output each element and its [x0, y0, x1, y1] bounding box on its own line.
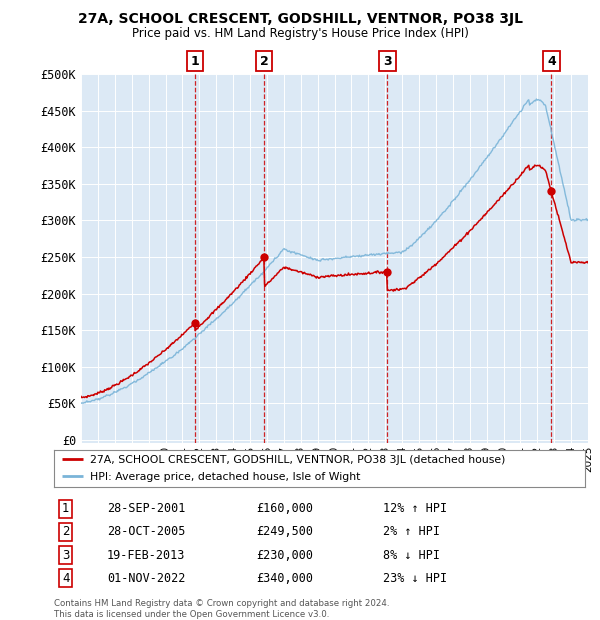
Text: 4: 4 [547, 55, 556, 68]
Text: £160,000: £160,000 [256, 502, 313, 515]
Text: 2% ↑ HPI: 2% ↑ HPI [383, 526, 440, 538]
Text: 1: 1 [191, 55, 199, 68]
Text: 27A, SCHOOL CRESCENT, GODSHILL, VENTNOR, PO38 3JL: 27A, SCHOOL CRESCENT, GODSHILL, VENTNOR,… [77, 12, 523, 27]
Text: 3: 3 [383, 55, 392, 68]
Text: 19-FEB-2013: 19-FEB-2013 [107, 549, 185, 562]
Text: 28-OCT-2005: 28-OCT-2005 [107, 526, 185, 538]
Text: 01-NOV-2022: 01-NOV-2022 [107, 572, 185, 585]
Text: £340,000: £340,000 [256, 572, 313, 585]
Text: 2: 2 [62, 526, 70, 538]
Text: 1: 1 [62, 502, 70, 515]
Text: 27A, SCHOOL CRESCENT, GODSHILL, VENTNOR, PO38 3JL (detached house): 27A, SCHOOL CRESCENT, GODSHILL, VENTNOR,… [90, 454, 505, 464]
Text: 4: 4 [62, 572, 70, 585]
Text: £230,000: £230,000 [256, 549, 313, 562]
Text: 23% ↓ HPI: 23% ↓ HPI [383, 572, 448, 585]
Text: Price paid vs. HM Land Registry's House Price Index (HPI): Price paid vs. HM Land Registry's House … [131, 27, 469, 40]
Text: Contains HM Land Registry data © Crown copyright and database right 2024.
This d: Contains HM Land Registry data © Crown c… [54, 600, 389, 619]
Text: £249,500: £249,500 [256, 526, 313, 538]
Text: 28-SEP-2001: 28-SEP-2001 [107, 502, 185, 515]
Text: 3: 3 [62, 549, 70, 562]
Text: 2: 2 [260, 55, 268, 68]
Text: HPI: Average price, detached house, Isle of Wight: HPI: Average price, detached house, Isle… [90, 472, 361, 482]
Text: 12% ↑ HPI: 12% ↑ HPI [383, 502, 448, 515]
Text: 8% ↓ HPI: 8% ↓ HPI [383, 549, 440, 562]
